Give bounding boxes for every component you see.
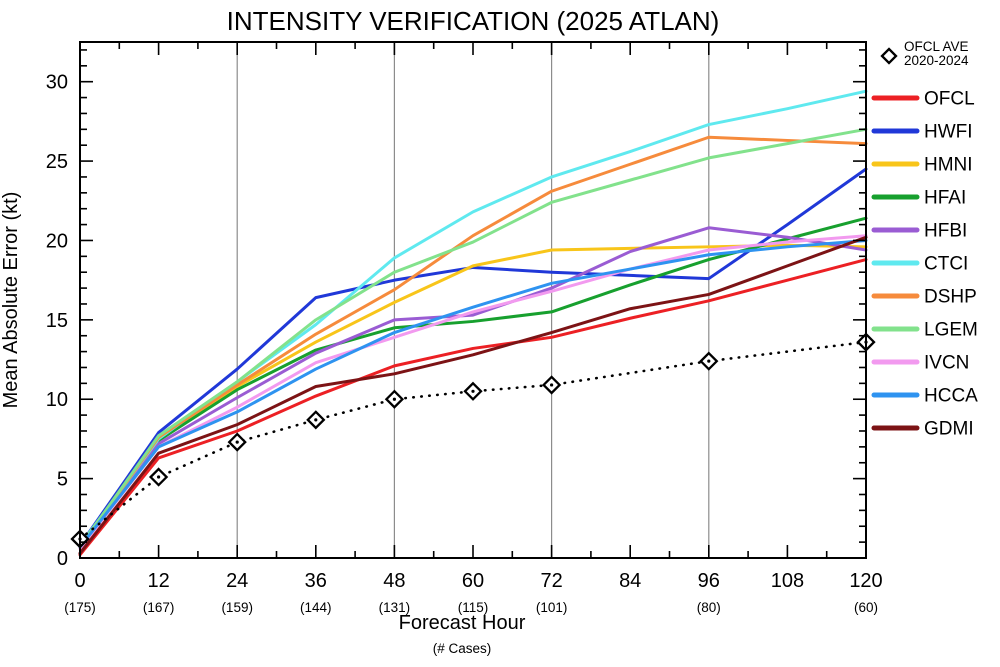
legend-label-HCCA: HCCA bbox=[924, 386, 978, 407]
case-count-label: (159) bbox=[221, 600, 253, 615]
series-line-IVCN bbox=[78, 234, 868, 550]
legend-label-HMNI: HMNI bbox=[924, 155, 973, 176]
diamond-center-dot bbox=[235, 440, 239, 444]
axis-tick-labels: 0 (175) 12 (167) 24 (159) 36 (144) 48 (131) 60 (115… bbox=[46, 72, 883, 615]
y-tick-label: 30 bbox=[46, 72, 68, 94]
legend-label-HWFI: HWFI bbox=[924, 122, 973, 143]
x-tick-label: 108 bbox=[771, 570, 804, 592]
y-tick-label: 25 bbox=[46, 151, 68, 173]
diamond-center-dot bbox=[314, 418, 318, 422]
diamond-center-dot bbox=[471, 389, 475, 393]
x-tick-label: 12 bbox=[147, 570, 169, 592]
plot-frame bbox=[79, 41, 867, 559]
cases-note: (# Cases) bbox=[433, 641, 492, 656]
chart-title: INTENSITY VERIFICATION (2025 ATLAN) bbox=[227, 6, 720, 36]
series-line-HCCA bbox=[78, 238, 868, 549]
series-line-GDMI bbox=[78, 235, 868, 555]
case-count-label: (115) bbox=[458, 600, 489, 615]
case-count-label: (167) bbox=[143, 600, 175, 615]
legend-label-HFAI: HFAI bbox=[924, 188, 966, 209]
y-tick-label: 20 bbox=[46, 230, 68, 252]
case-count-label: (101) bbox=[536, 600, 568, 615]
diamond-center-dot bbox=[707, 359, 711, 363]
axes-frame-and-ticks bbox=[79, 41, 867, 559]
legend-label-OFCL: OFCL bbox=[924, 89, 975, 110]
diamond-center-dot bbox=[392, 397, 396, 401]
case-count-label: (60) bbox=[854, 600, 878, 615]
legend-label-HFBI: HFBI bbox=[924, 221, 967, 242]
legend-label-LGEM: LGEM bbox=[924, 320, 978, 341]
x-tick-label: 0 bbox=[74, 570, 85, 592]
legend-diamond-icon bbox=[880, 47, 898, 65]
series-lines bbox=[78, 89, 868, 557]
y-axis-label: Mean Absolute Error (kt) bbox=[0, 192, 22, 409]
legend-label-IVCN: IVCN bbox=[924, 353, 969, 374]
y-tick-label: 0 bbox=[57, 548, 68, 570]
x-tick-label: 84 bbox=[619, 570, 641, 592]
y-tick-label: 10 bbox=[46, 389, 68, 411]
legend-label-CTCI: CTCI bbox=[924, 254, 968, 275]
x-tick-label: 96 bbox=[698, 570, 720, 592]
case-count-label: (80) bbox=[697, 600, 721, 615]
series-line-LGEM bbox=[78, 127, 868, 549]
x-tick-label: 120 bbox=[849, 570, 882, 592]
y-tick-label: 15 bbox=[46, 310, 68, 332]
case-count-label: (144) bbox=[300, 600, 332, 615]
x-tick-label: 48 bbox=[383, 570, 405, 592]
x-tick-label: 72 bbox=[540, 570, 562, 592]
x-axis-label: Forecast Hour bbox=[399, 612, 526, 634]
series-line-DSHP bbox=[78, 135, 868, 549]
y-tick-label: 5 bbox=[57, 469, 68, 491]
legend-reference-name: OFCL AVE bbox=[904, 39, 969, 54]
reference-dotted-line bbox=[78, 340, 868, 541]
gridlines bbox=[236, 42, 710, 558]
x-tick-label: 36 bbox=[305, 570, 327, 592]
x-tick-label: 60 bbox=[462, 570, 484, 592]
legend-label-GDMI: GDMI bbox=[924, 419, 974, 440]
legend-label-DSHP: DSHP bbox=[924, 287, 977, 308]
series-line-CTCI bbox=[78, 89, 868, 547]
x-tick-label: 24 bbox=[226, 570, 248, 592]
diamond-center-dot bbox=[550, 383, 554, 387]
legend-reference-sublabel: 2020-2024 bbox=[904, 53, 969, 68]
series-line-OFCL bbox=[78, 258, 868, 557]
diamond-center-dot bbox=[157, 475, 161, 479]
case-count-label: (131) bbox=[379, 600, 411, 615]
series-line-HFBI bbox=[78, 226, 868, 547]
case-count-label: (175) bbox=[64, 600, 96, 615]
